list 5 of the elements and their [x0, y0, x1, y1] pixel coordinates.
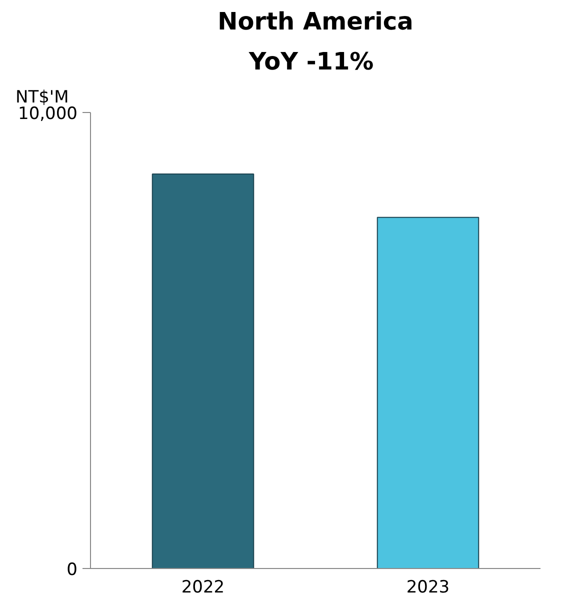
y-tick-label: 0 — [66, 560, 78, 580]
x-tick-label: 2023 — [406, 578, 450, 598]
x-tick-label: 2022 — [181, 578, 225, 598]
chart-subtitle: YoY -11% — [248, 48, 374, 76]
chart-title: North America — [218, 8, 414, 36]
